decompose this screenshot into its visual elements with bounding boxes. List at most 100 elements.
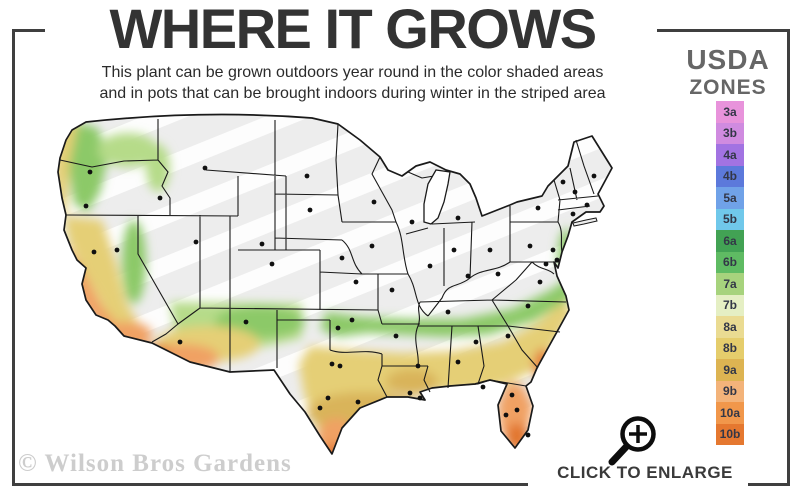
city-dot	[543, 261, 549, 267]
city-dot	[560, 179, 566, 185]
usda-zone-legend: 3a 3b 4a 4b 5a 5b 6a 6b 7a 7b 8a 8b 9a 9b 10a 10b	[716, 101, 744, 445]
watermark: © Wilson Bros Gardens	[18, 450, 292, 477]
zone-color-blob	[104, 322, 152, 346]
zone-swatch-7b: 7b	[716, 294, 744, 316]
frame-left	[12, 29, 15, 486]
city-dot	[584, 202, 590, 208]
city-dot	[335, 325, 341, 331]
city-dot	[325, 395, 331, 401]
city-dot	[445, 309, 451, 315]
zone-color-blob	[64, 216, 150, 340]
city-dot	[525, 432, 531, 438]
magnifier-plus-icon[interactable]	[600, 412, 662, 468]
city-dot	[570, 211, 576, 217]
city-dot	[537, 279, 543, 285]
zone-color-blob	[68, 122, 108, 212]
city-dot	[407, 390, 413, 396]
city-dot	[353, 279, 359, 285]
city-dot	[91, 249, 97, 255]
zone-swatch-7a: 7a	[716, 273, 744, 295]
city-dot	[527, 243, 533, 249]
city-dot	[487, 247, 493, 253]
lake-michigan	[423, 169, 451, 225]
city-dot	[259, 241, 265, 247]
zone-color-blob	[122, 220, 146, 304]
zone-swatch-10b: 10b	[716, 423, 744, 445]
city-dot	[514, 407, 520, 413]
city-dot	[193, 239, 199, 245]
subtitle-line-1: This plant can be grown outdoors year ro…	[101, 64, 604, 81]
city-dot	[355, 399, 361, 405]
frame-top-left	[12, 29, 45, 32]
frame-right	[787, 29, 790, 486]
page-subtitle: This plant can be grown outdoors year ro…	[40, 62, 665, 104]
city-dot	[415, 363, 421, 369]
city-dot	[427, 263, 433, 269]
city-dot	[349, 317, 355, 323]
zone-swatch-3b: 3b	[716, 122, 744, 144]
city-dot	[369, 243, 375, 249]
city-dot	[503, 412, 509, 418]
city-dot	[409, 219, 415, 225]
city-dot	[317, 405, 323, 411]
city-dot	[455, 215, 461, 221]
city-dot	[535, 205, 541, 211]
city-dot	[157, 195, 163, 201]
subtitle-line-2: and in pots that can be brought indoors …	[99, 85, 606, 102]
city-dot	[591, 173, 597, 179]
zone-swatch-4a: 4a	[716, 144, 744, 166]
city-dot	[505, 333, 511, 339]
city-dot	[389, 287, 395, 293]
city-dot	[371, 199, 377, 205]
city-dot	[393, 333, 399, 339]
city-dot	[339, 255, 345, 261]
frame-bottom-right	[748, 483, 790, 486]
zone-swatch-9b: 9b	[716, 380, 744, 402]
city-dot	[417, 395, 423, 401]
city-dot	[304, 173, 310, 179]
city-dot	[177, 339, 183, 345]
zone-swatch-3a: 3a	[716, 101, 744, 123]
city-dot	[455, 359, 461, 365]
usda-zone-map[interactable]	[20, 110, 660, 470]
city-dot	[87, 169, 93, 175]
city-dot	[307, 207, 313, 213]
zone-color-blob	[98, 133, 158, 167]
city-dot	[451, 247, 457, 253]
city-dot	[337, 363, 343, 369]
zone-swatch-9a: 9a	[716, 359, 744, 381]
legend-title: USDA ZONES	[672, 44, 784, 99]
city-dot	[465, 273, 471, 279]
city-dot	[572, 189, 578, 195]
zone-swatch-10a: 10a	[716, 402, 744, 424]
city-dot	[509, 392, 515, 398]
city-dots	[83, 165, 597, 438]
zone-swatch-5a: 5a	[716, 187, 744, 209]
state-borders	[59, 119, 599, 398]
us-outline	[57, 113, 613, 455]
page-title: WHERE IT GROWS	[109, 0, 597, 60]
zone-swatch-6a: 6a	[716, 230, 744, 252]
city-dot	[114, 247, 120, 253]
legend-title-usda: USDA	[686, 44, 770, 75]
frame-bottom-left	[12, 483, 528, 486]
zone-swatch-8a: 8a	[716, 316, 744, 338]
city-dot	[480, 384, 486, 390]
city-dot	[473, 339, 479, 345]
zone-swatch-4b: 4b	[716, 165, 744, 187]
city-dot	[525, 303, 531, 309]
zone-swatch-8b: 8b	[716, 337, 744, 359]
click-to-enlarge-label[interactable]: CLICK TO ENLARGE	[557, 463, 733, 482]
zone-color-blob	[506, 423, 528, 451]
city-dot	[550, 247, 556, 253]
city-dot	[243, 319, 249, 325]
frame-top-right	[657, 29, 790, 32]
city-dot	[269, 261, 275, 267]
zone-swatch-6b: 6b	[716, 251, 744, 273]
zone-color-blob	[386, 369, 438, 395]
legend-title-zones: ZONES	[689, 76, 767, 99]
city-dot	[554, 257, 560, 263]
city-dot	[495, 271, 501, 277]
city-dot	[329, 361, 335, 367]
